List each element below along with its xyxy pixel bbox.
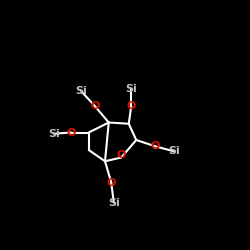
Text: Si: Si [126,84,137,94]
Text: O: O [150,141,160,151]
Text: O: O [126,101,136,111]
Text: Si: Si [76,86,87,96]
Text: O: O [66,128,76,138]
Text: O: O [116,150,126,160]
Text: Si: Si [108,198,120,207]
Text: O: O [90,101,100,111]
Text: Si: Si [48,129,60,139]
Text: O: O [106,178,116,188]
Text: Si: Si [168,146,179,156]
